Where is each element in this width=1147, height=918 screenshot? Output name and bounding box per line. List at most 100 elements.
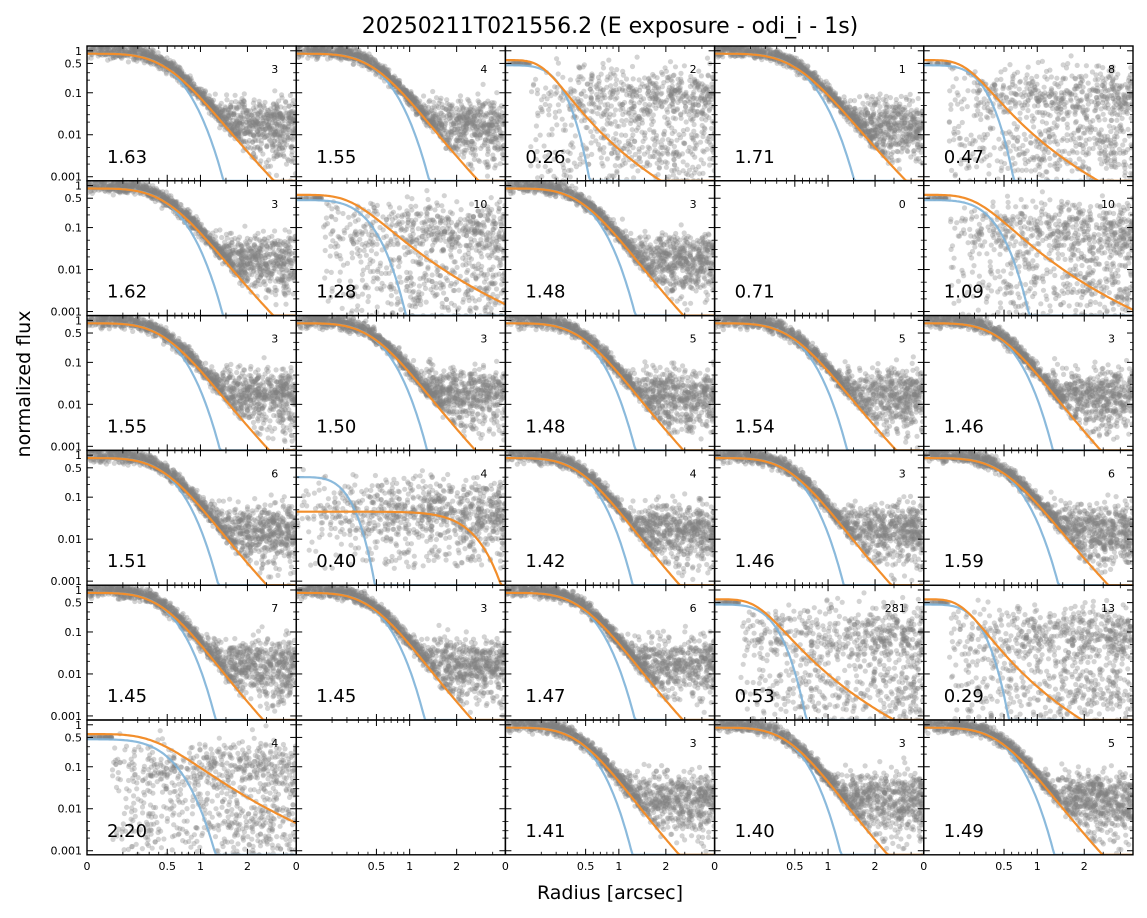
data-point [144, 49, 151, 55]
data-point [678, 112, 684, 118]
data-point [137, 46, 143, 52]
data-point [283, 99, 289, 105]
data-point [289, 159, 295, 165]
data-point [701, 161, 707, 167]
data-point [656, 165, 662, 171]
data-point [454, 115, 460, 122]
data-point [690, 137, 696, 143]
data-point [285, 157, 292, 163]
data-point [137, 51, 143, 57]
data-point [246, 124, 252, 130]
data-point [476, 128, 482, 134]
data-point [253, 120, 259, 126]
data-point [631, 109, 637, 115]
data-point [292, 117, 297, 123]
data-point [541, 93, 547, 99]
data-point [886, 104, 892, 110]
data-point [271, 115, 277, 121]
data-point [627, 92, 633, 98]
data-point [285, 123, 291, 130]
data-point [691, 76, 698, 82]
data-point [141, 51, 148, 57]
data-point [227, 110, 234, 116]
data-point [290, 158, 296, 164]
data-point [252, 121, 258, 127]
data-point [456, 131, 462, 137]
data-point [272, 132, 278, 138]
data-point [286, 115, 292, 121]
data-point [645, 110, 651, 116]
data-point [222, 115, 228, 121]
data-point [231, 110, 237, 116]
data-point [237, 114, 243, 120]
data-point [99, 46, 105, 51]
data-point [237, 129, 243, 135]
data-point [433, 112, 439, 118]
data-point [567, 77, 574, 83]
data-point [660, 137, 666, 143]
data-point [104, 46, 110, 50]
data-point [305, 47, 311, 53]
data-point [153, 54, 160, 60]
data-point [217, 110, 224, 116]
data-point [595, 74, 602, 80]
data-point [258, 148, 264, 154]
data-point [176, 68, 182, 74]
data-point [243, 114, 249, 120]
data-point [235, 133, 241, 139]
data-point [664, 150, 671, 156]
data-point [273, 172, 280, 178]
data-point [260, 118, 266, 124]
data-point [140, 51, 146, 57]
data-point [277, 131, 283, 138]
data-point [436, 123, 442, 129]
data-point [276, 120, 282, 126]
data-point [459, 113, 466, 119]
data-point [155, 56, 162, 62]
data-point [233, 120, 239, 126]
data-point [670, 115, 676, 121]
data-point [588, 140, 594, 146]
data-point [629, 105, 635, 111]
data-point [207, 96, 213, 103]
data-point [220, 112, 226, 118]
data-point [235, 125, 241, 131]
data-point [258, 125, 264, 131]
data-point [252, 117, 258, 123]
data-point [600, 163, 606, 169]
data-point [474, 125, 480, 131]
data-point [244, 108, 250, 115]
data-point [439, 121, 445, 127]
data-point [480, 143, 486, 149]
data-point [672, 92, 678, 98]
data-point [376, 62, 382, 68]
data-point [138, 50, 144, 56]
data-point [128, 47, 134, 53]
data-point [217, 103, 223, 109]
data-point [279, 114, 285, 120]
data-point [614, 95, 620, 101]
data-point [533, 76, 539, 82]
data-point [287, 114, 294, 120]
data-point [265, 123, 271, 129]
data-point [254, 119, 260, 125]
data-point [263, 126, 269, 132]
data-point [211, 103, 217, 109]
data-point [162, 59, 168, 65]
data-point [468, 150, 474, 156]
data-point [670, 172, 677, 178]
data-point [689, 173, 695, 179]
data-point [209, 101, 215, 107]
data-point [491, 103, 497, 109]
data-point [680, 127, 687, 134]
data-point [258, 138, 264, 144]
data-point [268, 123, 274, 129]
data-point [185, 78, 191, 84]
data-point [281, 144, 288, 150]
data-point [205, 96, 211, 102]
data-point [857, 94, 863, 100]
data-point [446, 102, 452, 108]
data-point [623, 117, 629, 123]
data-point [433, 122, 439, 128]
